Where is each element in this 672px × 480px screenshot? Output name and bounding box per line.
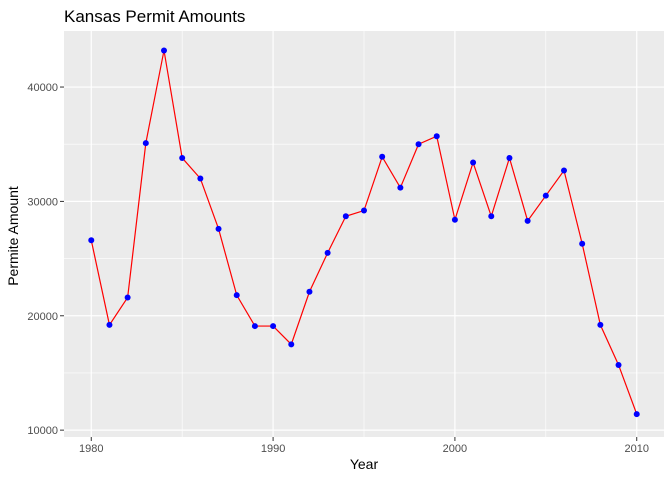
data-point <box>597 321 604 328</box>
minor-grid <box>64 31 664 437</box>
data-point <box>615 361 622 368</box>
major-grid <box>64 31 664 437</box>
data-point <box>161 47 167 54</box>
data-point <box>433 133 440 140</box>
data-point <box>561 167 567 174</box>
y-tick-label: 20000 <box>27 311 58 323</box>
data-point <box>197 175 204 182</box>
data-point <box>451 216 458 223</box>
data-point <box>251 323 258 330</box>
data-point <box>488 213 495 220</box>
y-axis-title: Permite Amount <box>5 186 21 286</box>
data-point <box>106 321 113 328</box>
y-tick-label: 30000 <box>27 196 58 208</box>
data-point <box>88 237 95 244</box>
data-point <box>124 294 131 301</box>
data-point <box>361 207 367 214</box>
data-point <box>470 159 477 166</box>
data-point <box>270 323 277 330</box>
x-tick-label: 1980 <box>79 443 103 455</box>
data-point <box>397 184 404 191</box>
y-tick-label: 40000 <box>27 82 58 94</box>
data-point <box>179 154 186 161</box>
axis-ticks <box>60 86 638 441</box>
chart-title: Kansas Permit Amounts <box>64 7 245 26</box>
data-point <box>633 411 640 418</box>
data-point <box>506 154 513 161</box>
data-point <box>342 213 349 220</box>
y-tick-label: 10000 <box>27 425 58 437</box>
axis-tick-labels: 1980 1990 2000 2010 10000 20000 30000 40000 <box>27 82 649 455</box>
series-layer <box>88 47 640 418</box>
x-tick-label: 2010 <box>624 443 648 455</box>
data-point <box>215 225 222 232</box>
x-axis-title: Year <box>350 456 379 472</box>
data-point <box>324 249 331 256</box>
data-point <box>379 153 386 160</box>
data-point <box>142 140 149 147</box>
x-tick-label: 1990 <box>261 443 285 455</box>
x-tick-label: 2000 <box>443 443 467 455</box>
data-point <box>542 192 549 199</box>
data-point <box>233 292 240 299</box>
data-point <box>524 217 531 224</box>
data-point <box>288 341 295 348</box>
data-point <box>306 288 313 295</box>
data-point <box>579 240 586 247</box>
data-point <box>415 141 422 148</box>
